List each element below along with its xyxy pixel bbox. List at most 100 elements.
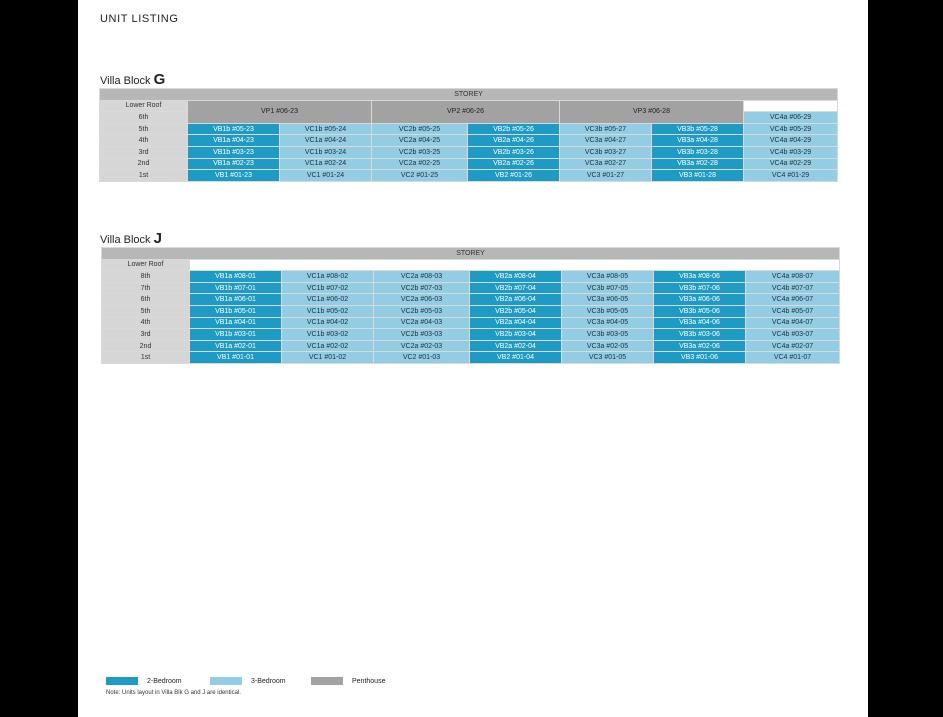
unit-cell: VB1b #07-01 bbox=[189, 281, 282, 295]
unit-cell: VC1b #07-02 bbox=[281, 281, 374, 295]
brochure-page: UNIT LISTING Villa Block G STOREY Lower … bbox=[78, 0, 868, 717]
block-j-title-letter: J bbox=[153, 230, 162, 247]
penthouse-cell: VP3 #06-28 bbox=[559, 99, 744, 124]
row-label: 1st bbox=[99, 169, 188, 182]
unit-cell: VC1a #04-02 bbox=[281, 316, 374, 330]
unit-cell: VB3a #02-28 bbox=[651, 157, 744, 171]
row-label: 6th bbox=[101, 293, 190, 306]
unit-cell: VB1a #02-23 bbox=[187, 157, 280, 171]
unit-cell: VB2a #02-04 bbox=[469, 339, 562, 353]
unit-cell: VB2a #02-26 bbox=[467, 157, 560, 171]
table-row: 4th VB1a #04-01 VC1a #04-02 VC2a #04-03 … bbox=[101, 316, 841, 330]
row-label: 4th bbox=[99, 134, 188, 147]
unit-cell: VC1a #08-02 bbox=[281, 270, 374, 283]
unit-cell: VB1a #08-01 bbox=[189, 270, 282, 283]
table-row: 2nd VB1a #02-01 VC1a #02-02 VC2a #02-03 … bbox=[101, 339, 841, 353]
table-row: 4th VB1a #04-23 VC1a #04-24 VC2a #04-25 … bbox=[99, 134, 839, 147]
unit-cell: VB2 #01-04 bbox=[469, 351, 562, 364]
unit-cell: VC4a #06-29 bbox=[742, 111, 839, 124]
unit-cell: VB2b #03-26 bbox=[467, 145, 560, 159]
row-label: 7th bbox=[101, 281, 190, 295]
unit-cell: VC3a #02-27 bbox=[559, 157, 652, 171]
unit-cell: VC3 #01-27 bbox=[559, 169, 652, 182]
unit-cell: VB1b #03-23 bbox=[187, 145, 280, 159]
unit-cell: VC3b #03-27 bbox=[559, 145, 652, 159]
empty-cell bbox=[742, 99, 839, 113]
unit-cell: VC4a #04-07 bbox=[744, 316, 841, 330]
unit-cell: VC3a #02-05 bbox=[561, 339, 654, 353]
table-row: Lower Roof bbox=[101, 258, 841, 272]
unit-cell: VC2a #02-03 bbox=[373, 339, 470, 353]
table-row: 6th VB1a #06-01 VC1a #06-02 VC2a #06-03 … bbox=[101, 293, 841, 306]
table-row: 1st VB1 #01-01 VC1 #01-02 VC2 #01-03 VB2… bbox=[101, 351, 841, 364]
unit-cell: VB3a #08-06 bbox=[653, 270, 746, 283]
block-j-title-prefix: Villa Block bbox=[100, 234, 151, 246]
unit-cell: VC2a #02-25 bbox=[371, 157, 468, 171]
unit-cell: VB2a #06-04 bbox=[469, 293, 562, 306]
unit-cell: VC1a #04-24 bbox=[279, 134, 372, 147]
unit-cell: VC4 #01-07 bbox=[744, 351, 841, 364]
unit-cell: VC2a #04-03 bbox=[373, 316, 470, 330]
storey-header: STOREY bbox=[100, 247, 841, 260]
storey-header-row: STOREY bbox=[100, 247, 841, 260]
unit-cell: VC4b #03-07 bbox=[744, 328, 841, 341]
unit-cell: VC2a #04-25 bbox=[371, 134, 468, 147]
unit-cell: VB3b #05-28 bbox=[651, 122, 744, 136]
unit-cell: VB2b #07-04 bbox=[469, 281, 562, 295]
unit-cell: VC3b #03-05 bbox=[561, 328, 654, 341]
unit-cell: VC2 #01-03 bbox=[373, 351, 470, 364]
unit-cell: VC4a #06-07 bbox=[744, 293, 841, 306]
unit-cell: VB2 #01-26 bbox=[467, 169, 560, 182]
table-row: 5th VB1b #05-23 VC1b #05-24 VC2b #05-25 … bbox=[99, 122, 839, 136]
table-row: Lower Roof VP1 #06-23 VP2 #06-26 VP3 #06… bbox=[99, 99, 839, 124]
block-g-title: Villa Block G bbox=[100, 71, 165, 88]
block-g-title-prefix: Villa Block bbox=[100, 75, 151, 87]
block-j-table: STOREY Lower Roof 8th VB1a #08-01 VC1a #… bbox=[100, 247, 841, 364]
empty-cell bbox=[188, 258, 841, 272]
unit-cell: VC1b #03-02 bbox=[281, 328, 374, 341]
unit-cell: VB2a #04-04 bbox=[469, 316, 562, 330]
unit-cell: VC3 #01-05 bbox=[561, 351, 654, 364]
unit-cell: VC3a #08-05 bbox=[561, 270, 654, 283]
unit-cell: VC4a #04-29 bbox=[742, 134, 839, 147]
unit-cell: VC4a #02-29 bbox=[742, 157, 839, 171]
unit-cell: VB1b #05-01 bbox=[189, 304, 282, 318]
legend-item-3-bedroom: 3-Bedroom bbox=[210, 677, 286, 685]
unit-cell: VB1a #02-01 bbox=[189, 339, 282, 353]
unit-cell: VC4b #07-07 bbox=[744, 281, 841, 295]
unit-cell: VB1a #04-01 bbox=[189, 316, 282, 330]
layout-note: Note: Units layout in Villa Blk G and J … bbox=[106, 690, 241, 696]
table-row: 5th VB1b #05-01 VC1b #05-02 VC2b #05-03 … bbox=[101, 304, 841, 318]
unit-cell: VC2b #07-03 bbox=[373, 281, 470, 295]
unit-cell: VC1b #05-24 bbox=[279, 122, 372, 136]
unit-cell: VB1 #01-01 bbox=[189, 351, 282, 364]
unit-cell: VB3a #06-06 bbox=[653, 293, 746, 306]
unit-cell: VC3a #06-05 bbox=[561, 293, 654, 306]
row-label: Lower Roof bbox=[101, 258, 190, 272]
unit-cell: VC2b #05-03 bbox=[373, 304, 470, 318]
unit-cell: VC1a #02-02 bbox=[281, 339, 374, 353]
unit-cell: VB2b #05-04 bbox=[469, 304, 562, 318]
unit-cell: VB3a #04-28 bbox=[651, 134, 744, 147]
table-row: 2nd VB1a #02-23 VC1a #02-24 VC2a #02-25 … bbox=[99, 157, 839, 171]
block-g-title-letter: G bbox=[153, 71, 166, 88]
unit-cell: VB3b #03-28 bbox=[651, 145, 744, 159]
unit-cell: VC4a #02-07 bbox=[744, 339, 841, 353]
table-row: 8th VB1a #08-01 VC1a #08-02 VC2a #08-03 … bbox=[101, 270, 841, 283]
unit-cell: VC2b #05-25 bbox=[371, 122, 468, 136]
unit-cell: VB1b #03-01 bbox=[189, 328, 282, 341]
row-label: 3rd bbox=[99, 145, 188, 159]
unit-cell: VC2b #03-03 bbox=[373, 328, 470, 341]
storey-header: STOREY bbox=[98, 88, 839, 101]
row-label: 6th bbox=[99, 111, 188, 124]
unit-cell: VC1a #06-02 bbox=[281, 293, 374, 306]
unit-cell: VC4 #01-29 bbox=[742, 169, 839, 182]
unit-cell: VC4b #05-29 bbox=[742, 122, 839, 136]
unit-cell: VC1b #03-24 bbox=[279, 145, 372, 159]
legend-item-penthouse: Penthouse bbox=[311, 677, 385, 685]
row-label: 1st bbox=[101, 351, 190, 364]
table-row: 6th VC4a #06-29 bbox=[99, 111, 839, 124]
unit-cell: VB2b #03-04 bbox=[469, 328, 562, 341]
row-label: 8th bbox=[101, 270, 190, 283]
unit-cell: VC2b #03-25 bbox=[371, 145, 468, 159]
